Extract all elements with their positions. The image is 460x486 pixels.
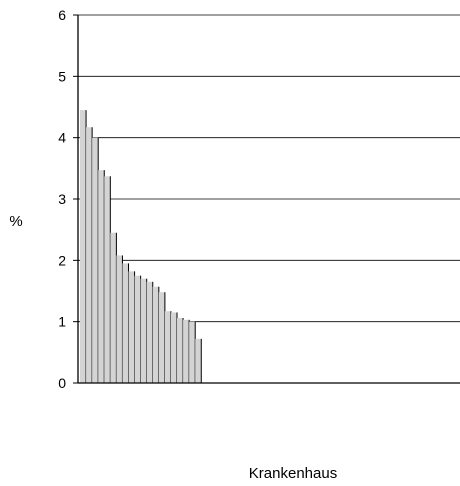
y-tick-label: 0: [58, 375, 66, 391]
bar: [98, 170, 104, 383]
bar: [86, 127, 92, 383]
y-tick-label: 2: [58, 252, 66, 268]
bar: [141, 279, 147, 383]
bar: [183, 320, 189, 383]
x-axis-title: Krankenhaus: [249, 465, 337, 482]
y-tick-label: 5: [58, 68, 66, 84]
y-tick-label: 1: [58, 314, 66, 330]
y-tick-label: 4: [58, 130, 66, 146]
bar: [147, 282, 153, 383]
y-axis-title: %: [9, 213, 22, 230]
bar: [177, 318, 183, 383]
bar: [80, 110, 86, 383]
bar: [92, 138, 98, 383]
bars: [80, 110, 201, 383]
y-tick-label: 3: [58, 191, 66, 207]
bar: [153, 287, 159, 383]
bar: [189, 322, 195, 383]
bar: [116, 255, 122, 383]
bar: [122, 263, 128, 383]
bar: [159, 292, 165, 383]
y-tick-label: 6: [58, 7, 66, 23]
bar: [171, 312, 177, 383]
y-tick-labels: 0 1 2 3 4 5 6: [58, 7, 66, 391]
bar: [129, 271, 135, 383]
bar: [195, 339, 201, 383]
bar: [135, 276, 141, 383]
bar: [165, 311, 171, 383]
bar: [110, 233, 116, 383]
bar: [104, 176, 110, 383]
